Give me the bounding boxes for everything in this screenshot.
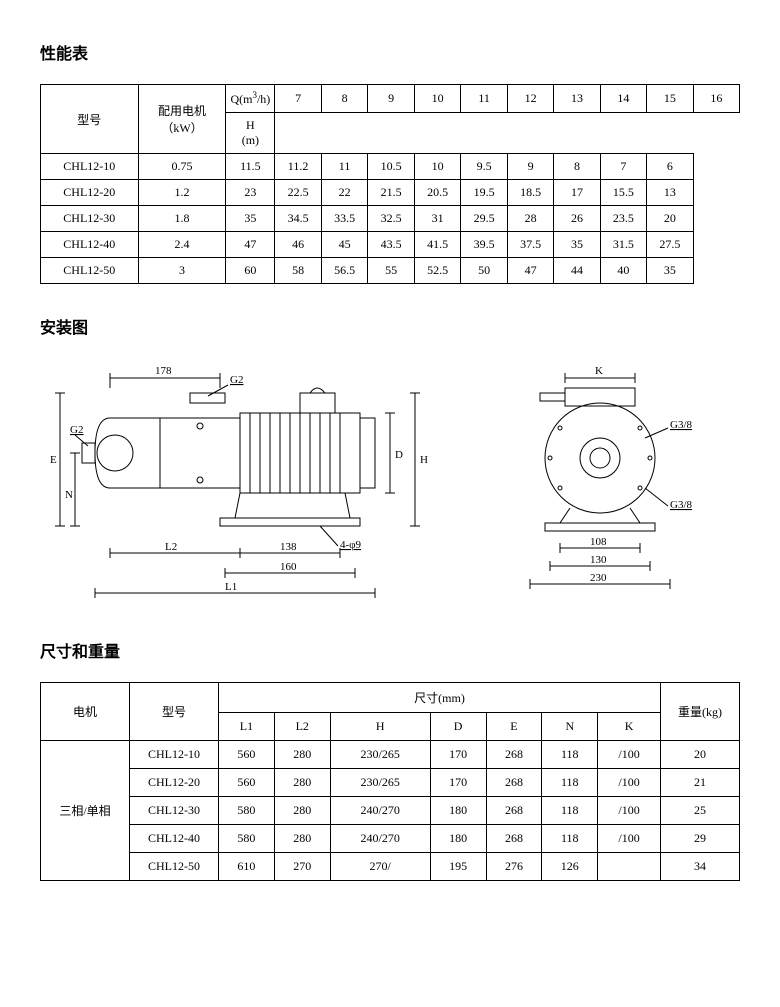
dim-l2: L2 [274,713,330,741]
installation-diagram: 178 G2 G2 [40,358,740,618]
diagram-title: 安装图 [40,314,740,338]
col-model: 型号 [41,85,139,154]
q8: 8 [321,85,368,113]
q16: 16 [693,85,739,113]
svg-text:160: 160 [280,561,297,573]
table-row: CHL12-30580280240/270180268118/10025 [41,797,740,825]
svg-text:108: 108 [590,536,607,548]
dimensions-title: 尺寸和重量 [40,638,740,662]
col-hm: H (m) [226,113,275,154]
dimensions-table: 电机 型号 尺寸(mm) 重量(kg) L1 L2 H D E N K 三相/单… [40,682,740,881]
performance-title: 性能表 [40,40,740,64]
table-row: CHL12-100.7511.511.21110.5109.59876 [41,154,740,180]
q9: 9 [368,85,415,113]
q7: 7 [275,85,322,113]
svg-text:130: 130 [590,554,607,566]
col-motor: 配用电机 （kW） [138,85,226,154]
q15: 15 [647,85,694,113]
dim-k: K [598,713,661,741]
svg-text:230: 230 [590,572,607,584]
col-dims: 尺寸(mm) [219,683,661,713]
svg-text:G2: G2 [230,374,243,386]
performance-table: 型号 配用电机 （kW） Q(m3/h) 7 8 9 10 11 12 13 1… [40,84,740,284]
svg-text:G3/8: G3/8 [670,499,693,511]
col-q: Q(m3/h) [226,85,275,113]
table-row: CHL12-201.22322.52221.520.519.518.51715.… [41,180,740,206]
dim-e: E [486,713,542,741]
table-row: CHL12-301.83534.533.532.53129.5282623.52… [41,206,740,232]
svg-text:H: H [420,454,428,466]
svg-text:D: D [395,449,403,461]
svg-text:E: E [50,454,57,466]
col-weight: 重量(kg) [661,683,740,741]
svg-text:N: N [65,489,73,501]
side-view-svg: 178 G2 G2 [40,358,440,618]
svg-text:138: 138 [280,541,297,553]
svg-text:G3/8: G3/8 [670,419,693,431]
table-row: CHL12-40580280240/270180268118/10029 [41,825,740,853]
svg-text:L1: L1 [225,581,237,593]
q10: 10 [414,85,461,113]
table-row: CHL12-20560280230/265170268118/10021 [41,769,740,797]
q11: 11 [461,85,508,113]
svg-text:L2: L2 [165,541,177,553]
svg-text:4-φ9: 4-φ9 [340,539,362,551]
q14: 14 [600,85,647,113]
table-row: CHL12-50610270270/19527612634 [41,853,740,881]
table-row: CHL12-402.447464543.541.539.537.53531.52… [41,232,740,258]
dim-h: H [330,713,430,741]
dim-n: N [542,713,598,741]
col-motor2: 电机 [41,683,130,741]
svg-text:178: 178 [155,365,172,377]
svg-text:G2: G2 [70,424,83,436]
table-row: CHL12-503605856.55552.55047444035 [41,258,740,284]
dim-l1: L1 [219,713,275,741]
dim-d: D [430,713,486,741]
end-view-svg: K G3/8 G3/8 108 130 230 [500,358,720,618]
table-row: 三相/单相CHL12-10560280230/265170268118/1002… [41,741,740,769]
col-model2: 型号 [130,683,219,741]
svg-text:K: K [595,365,603,377]
q12: 12 [507,85,554,113]
q13: 13 [554,85,600,113]
